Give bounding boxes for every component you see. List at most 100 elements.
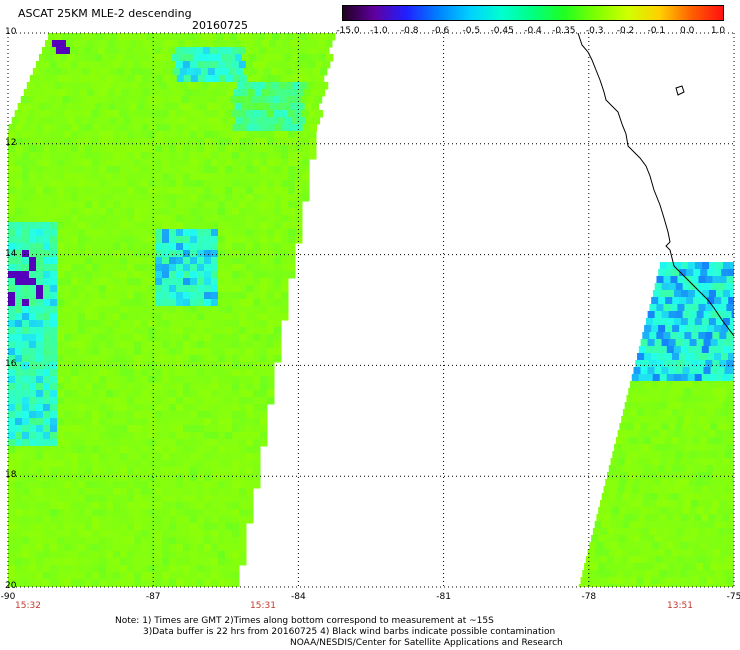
swath-cell: [704, 584, 713, 587]
swath-cell: [112, 61, 121, 69]
swath-cell: [162, 257, 170, 265]
swath-cell: [50, 453, 58, 461]
swath-cell: [715, 402, 724, 410]
swath-cell: [283, 54, 292, 62]
swath-cell: [155, 271, 163, 279]
swath-cell: [599, 556, 608, 564]
swath-cell: [204, 551, 212, 559]
swath-cell: [8, 208, 16, 216]
swath-cell: [85, 271, 93, 279]
swath-cell: [673, 402, 682, 410]
swath-cell: [148, 299, 156, 307]
swath-cell: [78, 355, 86, 363]
swath-cell: [302, 138, 310, 146]
swath-cell: [181, 96, 190, 104]
swath-cell: [265, 47, 274, 55]
swath-cell: [148, 411, 156, 419]
swath-cell: [246, 299, 254, 307]
swath-cell: [199, 103, 208, 111]
swath-cell: [233, 89, 242, 97]
swath-cell: [127, 250, 135, 258]
swath-cell: [78, 348, 86, 356]
swath-cell: [204, 138, 212, 146]
swath-cell: [43, 278, 51, 286]
swath-cell: [76, 96, 85, 104]
swath-cell: [176, 495, 184, 503]
swath-cell: [15, 411, 23, 419]
swath-cell: [155, 75, 164, 83]
swath-cell: [638, 402, 647, 410]
swath-cell: [645, 402, 654, 410]
swath-cell: [626, 423, 634, 431]
swath-cell: [8, 572, 16, 580]
swath-cell: [246, 313, 254, 321]
swath-cell: [113, 558, 121, 566]
swath-cell: [47, 82, 56, 90]
swath-cell: [320, 82, 329, 90]
swath-cell: [120, 152, 128, 160]
swath-cell: [183, 369, 191, 377]
swath-cell: [155, 516, 163, 524]
swath-cell: [36, 467, 44, 475]
swath-cell: [232, 215, 240, 223]
swath-cell: [717, 563, 725, 571]
swath-cell: [15, 376, 23, 384]
swath-cell: [219, 40, 228, 48]
swath-cell: [246, 229, 254, 237]
swath-cell: [113, 215, 121, 223]
swath-cell: [106, 257, 114, 265]
swath-cell: [155, 362, 163, 370]
swath-cell: [148, 446, 156, 454]
swath-cell: [729, 402, 734, 410]
swath-cell: [176, 159, 184, 167]
swath-cell: [661, 367, 670, 375]
swath-cell: [246, 208, 254, 216]
swath-cell: [22, 173, 30, 181]
swath-cell: [148, 516, 156, 524]
swath-cell: [141, 404, 149, 412]
swath-cell: [218, 565, 226, 573]
swath-cell: [99, 173, 107, 181]
swath-cell: [596, 542, 604, 550]
swath-cell: [239, 257, 247, 265]
swath-cell: [131, 82, 140, 90]
swath-cell: [147, 110, 156, 118]
swath-cell: [183, 565, 191, 573]
swath-cell: [715, 486, 723, 494]
swath-cell: [176, 341, 184, 349]
swath-cell: [127, 271, 135, 279]
swath-cell: [633, 451, 641, 459]
swath-cell: [705, 388, 713, 396]
swath-cell: [717, 451, 725, 459]
swath-cell: [176, 278, 184, 286]
swath-cell: [106, 516, 114, 524]
swath-cell: [214, 117, 223, 125]
swath-cell: [719, 360, 727, 368]
swath-cell: [92, 222, 100, 230]
swath-cell: [169, 180, 177, 188]
swath-cell: [162, 145, 170, 153]
swath-cell: [297, 54, 306, 62]
swath-cell: [180, 82, 189, 90]
swath-cell: [162, 236, 170, 244]
swath-cell: [246, 334, 254, 342]
swath-cell: [190, 166, 198, 174]
swath-cell: [218, 145, 226, 153]
swath-cell: [290, 54, 299, 62]
swath-cell: [155, 390, 163, 398]
swath-cell: [197, 166, 205, 174]
swath-cell: [701, 430, 710, 438]
swath-cell: [92, 383, 100, 391]
swath-cell: [85, 397, 93, 405]
swath-cell: [695, 262, 703, 270]
swath-cell: [274, 166, 282, 174]
swath-cell: [722, 374, 731, 382]
swath-cell: [204, 446, 212, 454]
swath-cell: [274, 124, 283, 132]
swath-cell: [8, 425, 16, 433]
swath-cell: [645, 486, 653, 494]
swath-cell: [648, 584, 657, 587]
swath-cell: [274, 131, 282, 139]
swath-cell: [43, 502, 51, 510]
swath-cell: [689, 283, 698, 291]
